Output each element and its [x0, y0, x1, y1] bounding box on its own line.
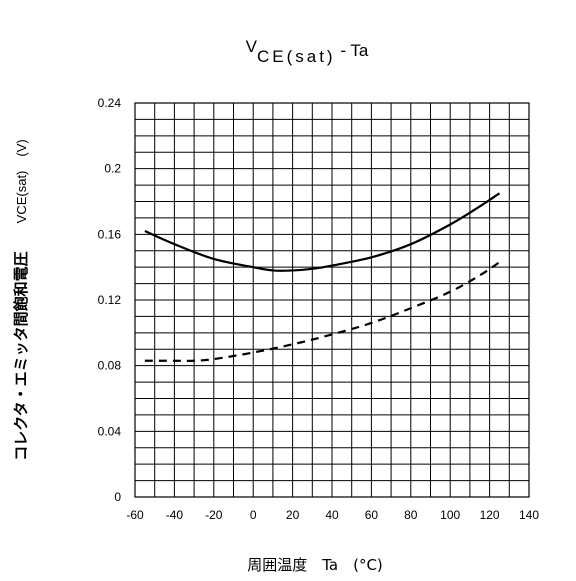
x-tick-label: 60: [365, 508, 379, 522]
x-tick-label: 20: [286, 508, 300, 522]
y-tick-label: 0.2: [104, 162, 121, 176]
series-line-solid: [144, 192, 501, 272]
series-line-dashed: [144, 261, 501, 362]
title-suffix: - Ta: [336, 41, 369, 60]
ylabel-unit: (V): [14, 139, 29, 156]
y-tick-label: 0.16: [98, 227, 122, 241]
ylabel-symbol: VCE(sat): [14, 171, 29, 224]
y-axis-label: コレクタ・エミッタ間飽和電圧 VCE(sat) (V): [12, 139, 30, 460]
x-tick-label: -60: [126, 508, 144, 522]
svg-text:コレクタ・エミッタ間飽和電圧VCE(sat)(V): コレクタ・エミッタ間飽和電圧 VCE(sat) (V): [12, 139, 30, 460]
tick-labels: -60 -40 -20 0 20 40 60 80 100 120 140 0 0.04 0.08 0.12…: [98, 96, 540, 522]
ylabel-japanese: コレクタ・エミッタ間飽和電圧: [12, 251, 30, 460]
x-tick-label: 0: [250, 508, 257, 522]
x-axis-label: 周囲温度 Ta (°C): [247, 556, 383, 574]
x-tick-label: 40: [325, 508, 339, 522]
y-tick-label: 0.12: [98, 293, 122, 307]
y-tick-label: 0.04: [98, 424, 122, 438]
x-tick-label: -20: [205, 508, 223, 522]
title-subscript: CE(sat): [257, 47, 336, 66]
chart-title: VCE(sat) - Ta: [246, 37, 369, 66]
x-tick-label: 140: [519, 508, 539, 522]
y-tick-label: 0.24: [98, 96, 122, 110]
y-tick-label: 0: [114, 490, 121, 504]
title-base: V: [246, 37, 258, 56]
series: [144, 192, 501, 362]
x-tick-label: 100: [440, 508, 460, 522]
x-tick-label: 120: [480, 508, 500, 522]
y-tick-label: 0.08: [98, 359, 122, 373]
plot-frame: [134, 102, 530, 498]
x-tick-label: -40: [166, 508, 184, 522]
x-tick-label: 80: [404, 508, 418, 522]
grid: [134, 102, 530, 498]
